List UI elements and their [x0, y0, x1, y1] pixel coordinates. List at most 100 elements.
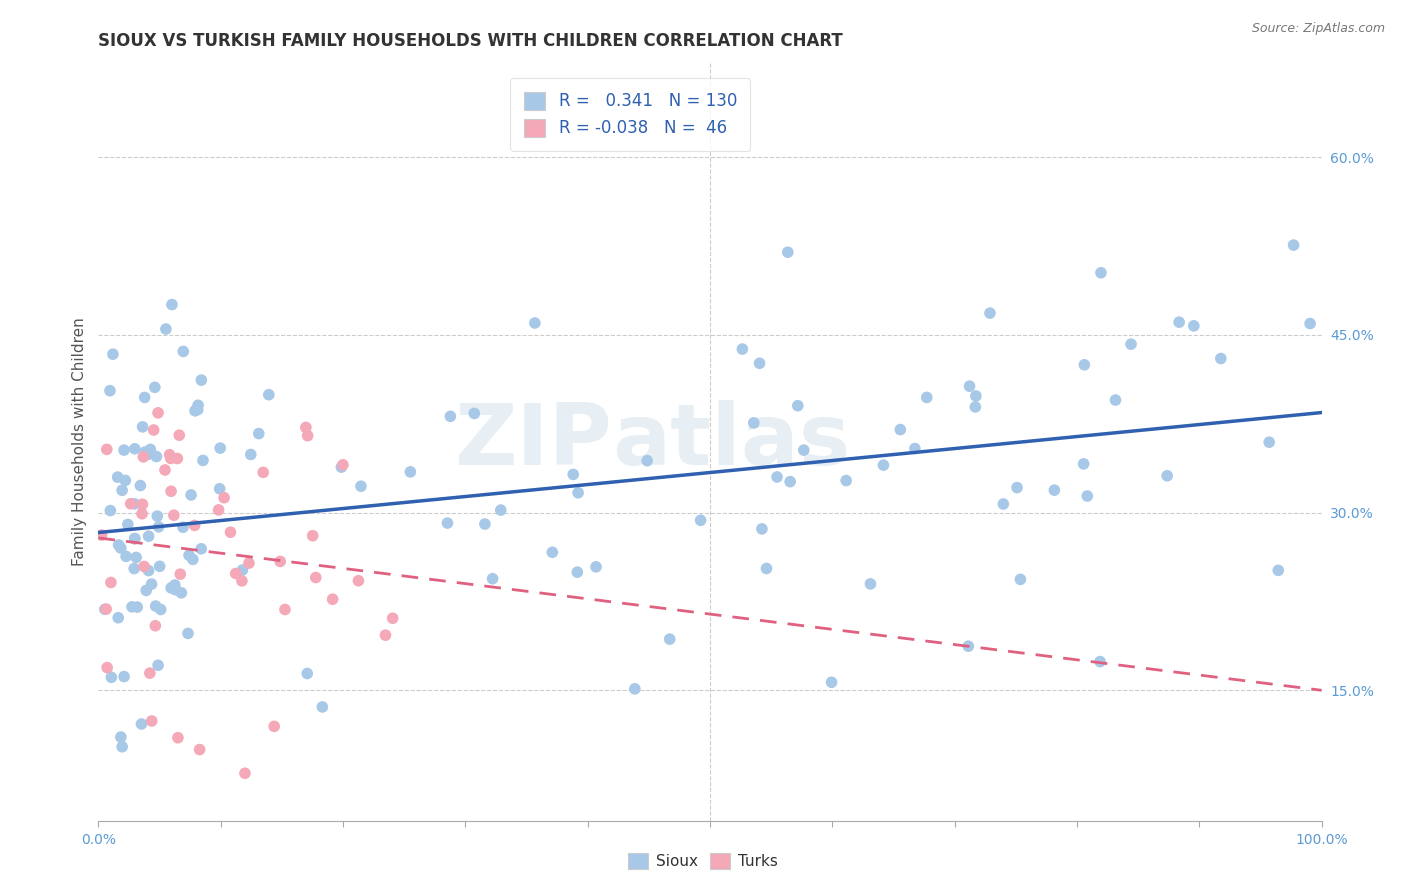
Point — [233, 766, 256, 780]
Point — [1005, 481, 1028, 495]
Point — [117, 517, 139, 532]
Point — [187, 398, 209, 412]
Text: Source: ZipAtlas.com: Source: ZipAtlas.com — [1251, 22, 1385, 36]
Point — [623, 681, 645, 696]
Point — [139, 666, 162, 681]
Point — [252, 466, 274, 480]
Point — [94, 602, 117, 616]
Point — [776, 245, 799, 260]
Point — [779, 475, 801, 489]
Point — [820, 675, 842, 690]
Point — [658, 632, 681, 647]
Point — [231, 563, 253, 577]
Point — [1073, 457, 1095, 471]
Point — [160, 581, 183, 595]
Point — [146, 658, 169, 673]
Point — [209, 441, 232, 455]
Point — [145, 599, 167, 613]
Point — [238, 556, 260, 570]
Point — [904, 442, 927, 456]
Point — [731, 342, 754, 356]
Point — [915, 391, 938, 405]
Point — [889, 423, 911, 437]
Point — [134, 445, 156, 459]
Point — [146, 406, 169, 420]
Point — [322, 592, 344, 607]
Point — [167, 428, 190, 442]
Point — [1299, 317, 1322, 331]
Point — [350, 479, 373, 493]
Point — [231, 574, 253, 588]
Point — [120, 497, 142, 511]
Point — [143, 380, 166, 394]
Point — [269, 554, 291, 568]
Text: ZIP: ZIP — [454, 400, 612, 483]
Point — [160, 297, 183, 311]
Point — [141, 714, 163, 728]
Point — [993, 497, 1015, 511]
Point — [149, 602, 172, 616]
Point — [160, 484, 183, 499]
Point — [239, 447, 262, 461]
Point — [190, 373, 212, 387]
Point — [107, 538, 129, 552]
Point — [165, 582, 187, 597]
Text: atlas: atlas — [612, 400, 851, 483]
Point — [311, 700, 333, 714]
Point — [381, 611, 404, 625]
Point — [155, 322, 177, 336]
Point — [439, 409, 461, 424]
Point — [183, 518, 205, 533]
Point — [1168, 315, 1191, 329]
Point — [180, 488, 202, 502]
Point — [141, 577, 163, 591]
Point — [295, 420, 318, 434]
Point — [1043, 483, 1066, 497]
Point — [129, 478, 152, 492]
Point — [523, 316, 546, 330]
Point — [793, 443, 815, 458]
Point — [149, 559, 172, 574]
Point — [399, 465, 422, 479]
Point — [131, 420, 153, 434]
Point — [332, 458, 354, 472]
Point — [257, 387, 280, 401]
Point — [957, 639, 980, 653]
Point — [100, 575, 122, 590]
Point — [979, 306, 1001, 320]
Point — [689, 513, 711, 527]
Legend: Sioux, Turks: Sioux, Turks — [623, 847, 783, 875]
Point — [567, 565, 589, 579]
Point — [110, 730, 132, 744]
Point — [755, 561, 778, 575]
Point — [489, 503, 512, 517]
Point — [872, 458, 894, 472]
Point — [959, 379, 981, 393]
Point — [1267, 563, 1289, 577]
Point — [965, 389, 987, 403]
Point — [139, 442, 162, 457]
Point — [374, 628, 396, 642]
Point — [159, 448, 181, 462]
Point — [219, 525, 242, 540]
Point — [138, 564, 160, 578]
Point — [1182, 318, 1205, 333]
Point — [766, 470, 789, 484]
Point — [247, 426, 270, 441]
Point — [138, 447, 160, 461]
Point — [121, 599, 143, 614]
Point — [212, 491, 235, 505]
Point — [177, 548, 200, 562]
Point — [96, 660, 118, 674]
Point — [169, 567, 191, 582]
Point — [187, 402, 209, 417]
Point — [177, 626, 200, 640]
Point — [751, 522, 773, 536]
Point — [96, 442, 118, 457]
Point — [562, 467, 585, 482]
Point — [100, 670, 122, 684]
Point — [148, 520, 170, 534]
Point — [100, 503, 122, 517]
Point — [541, 545, 564, 559]
Point — [181, 552, 204, 566]
